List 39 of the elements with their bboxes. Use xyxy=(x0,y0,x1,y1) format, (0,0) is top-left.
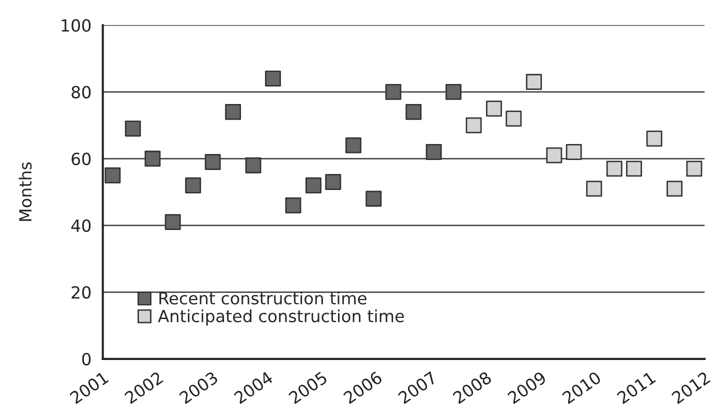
point xyxy=(385,84,402,100)
point xyxy=(486,100,502,117)
point xyxy=(666,180,683,197)
point xyxy=(546,147,562,164)
legend-label: Recent construction time xyxy=(159,292,366,305)
point xyxy=(204,154,221,170)
y-axis-title: Months xyxy=(18,162,32,221)
point xyxy=(686,160,702,177)
point xyxy=(526,74,542,90)
y-tick-label: 80 xyxy=(72,86,91,98)
point xyxy=(345,137,362,154)
point xyxy=(466,117,482,134)
y-tick-label: 0 xyxy=(82,352,91,366)
point xyxy=(144,150,161,167)
point xyxy=(566,144,582,160)
point xyxy=(124,120,141,137)
y-tick-label: 40 xyxy=(71,219,91,232)
legend-label: Anticipated construction time xyxy=(158,309,404,326)
point xyxy=(185,177,202,194)
point xyxy=(225,104,242,120)
point xyxy=(325,174,342,190)
point xyxy=(506,110,522,127)
point xyxy=(406,104,422,120)
point xyxy=(586,180,602,197)
y-tick-label: 100 xyxy=(62,19,91,32)
point xyxy=(164,214,181,230)
point xyxy=(646,130,662,147)
point xyxy=(104,167,121,184)
point xyxy=(426,144,442,160)
point xyxy=(305,177,322,194)
point xyxy=(245,157,262,174)
point xyxy=(626,160,642,177)
point xyxy=(366,190,382,207)
point xyxy=(285,197,302,214)
y-tick-label: 20 xyxy=(72,286,91,299)
point xyxy=(264,70,281,87)
y-tick-label: 60 xyxy=(72,152,91,166)
point xyxy=(606,160,622,177)
point xyxy=(446,84,462,100)
